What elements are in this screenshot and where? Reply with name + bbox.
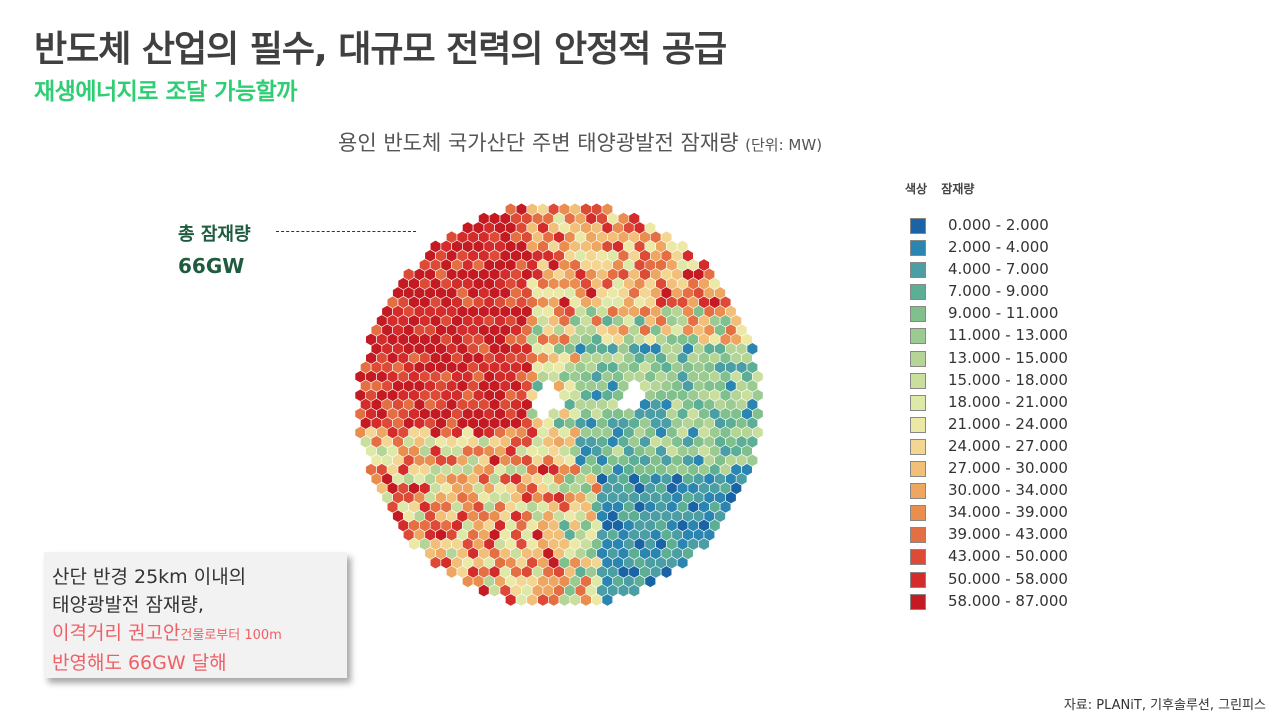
- legend-range-label: 21.000 - 24.000: [948, 414, 1068, 433]
- legend-range-label: 15.000 - 18.000: [948, 370, 1068, 389]
- legend-swatch: [910, 240, 926, 257]
- legend-swatch: [910, 394, 926, 411]
- callout-line-3-main: 이격거리 권고안: [52, 622, 181, 644]
- legend-range-label: 18.000 - 21.000: [948, 392, 1068, 411]
- leader-line: [276, 231, 416, 232]
- legend-swatch: [910, 284, 926, 301]
- page-title: 반도체 산업의 필수, 대규모 전력의 안정적 공급: [34, 29, 727, 70]
- hex-cells: [355, 202, 764, 607]
- legend-range-label: 27.000 - 30.000: [948, 459, 1068, 478]
- legend-swatch: [910, 350, 926, 367]
- legend-range-label: 7.000 - 9.000: [948, 282, 1049, 301]
- callout-line-3: 이격거리 권고안건물로부터 100m: [52, 618, 282, 645]
- legend-range-label: 13.000 - 15.000: [948, 348, 1068, 367]
- legend-swatch: [910, 262, 926, 279]
- legend-swatch: [910, 571, 926, 588]
- legend-swatch: [910, 527, 926, 544]
- legend-range-label: 43.000 - 50.000: [948, 547, 1068, 566]
- legend-swatch: [910, 372, 926, 389]
- legend-header: 색상 잠재량: [905, 180, 984, 197]
- legend-range-label: 39.000 - 43.000: [948, 525, 1068, 544]
- map-title-text: 용인 반도체 국가산단 주변 태양광발전 잠재량: [338, 131, 739, 155]
- legend-swatch: [910, 593, 926, 610]
- legend-header-color: 색상: [905, 182, 928, 196]
- callout-line-3-note: 건물로부터 100m: [180, 628, 282, 643]
- legend-swatch: [910, 328, 926, 345]
- legend-swatch: [910, 306, 926, 323]
- total-potential-label: 총 잠재량: [178, 224, 251, 245]
- page-subtitle: 재생에너지로 조달 가능할까: [34, 79, 297, 105]
- callout-line-1: 산단 반경 25km 이내의: [52, 566, 247, 588]
- legend-swatch: [910, 438, 926, 455]
- legend-swatch: [910, 218, 926, 234]
- legend-range-label: 50.000 - 58.000: [948, 569, 1068, 588]
- legend-range-label: 34.000 - 39.000: [948, 503, 1068, 522]
- callout-line-2: 태양광발전 잠재량,: [52, 594, 204, 616]
- hexbin-map: [355, 202, 764, 607]
- legend-range-label: 11.000 - 13.000: [948, 326, 1068, 345]
- total-potential-value: 66GW: [178, 254, 245, 278]
- legend-range-label: 2.000 - 4.000: [948, 238, 1049, 257]
- legend-range-label: 9.000 - 11.000: [948, 304, 1059, 323]
- legend-range-label: 24.000 - 27.000: [948, 436, 1068, 455]
- legend-range-label: 0.000 - 2.000: [948, 216, 1049, 234]
- legend-swatch: [910, 416, 926, 433]
- legend-range-label: 4.000 - 7.000: [948, 260, 1049, 279]
- callout-box: 산단 반경 25km 이내의 태양광발전 잠재량, 이격거리 권고안건물로부터 …: [44, 552, 347, 678]
- source-note: 자료: PLANiT, 기후솔루션, 그린피스: [1063, 698, 1266, 713]
- map-unit: (단위: MW): [745, 136, 823, 154]
- callout-line-4: 반영해도 66GW 달해: [52, 652, 227, 674]
- legend-swatch: [910, 461, 926, 478]
- legend-swatch: [910, 505, 926, 522]
- legend-range-label: 58.000 - 87.000: [948, 591, 1068, 610]
- legend-header-value: 잠재량: [941, 182, 975, 196]
- legend-swatch: [910, 549, 926, 566]
- legend-range-label: 30.000 - 34.000: [948, 481, 1068, 500]
- legend-swatch: [910, 483, 926, 500]
